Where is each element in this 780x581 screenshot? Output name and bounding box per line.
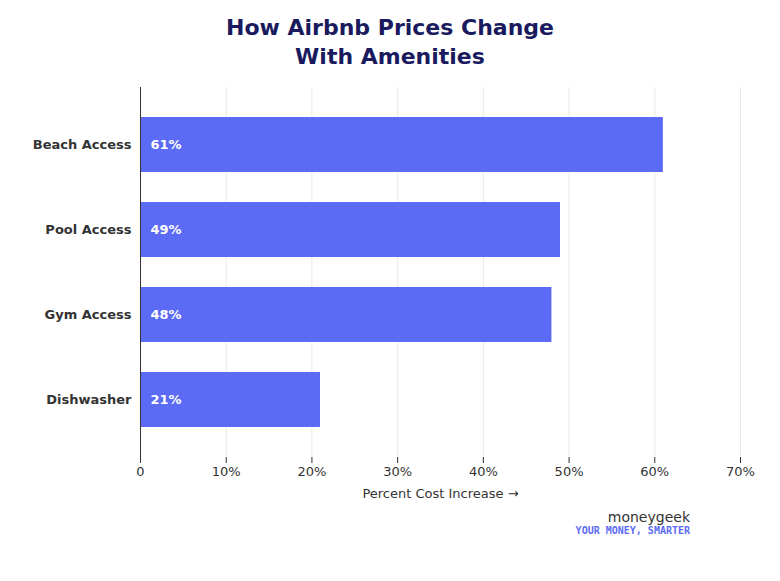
html-text:YOUR MONEY, SMARTER: YOUR MONEY, SMARTER [575,525,690,537]
svg-text:30%: 30% [383,464,412,479]
svg-text:70%: 70% [726,464,755,479]
svg-text:Beach Access: Beach Access [33,137,132,152]
html-text:moneygeek: moneygeek [607,509,690,526]
svg-text:21%: 21% [151,392,182,407]
svg-text:60%: 60% [640,464,669,479]
svg-text:0: 0 [136,464,144,479]
svg-text:40%: 40% [469,464,498,479]
svg-text:Pool Access: Pool Access [45,222,131,237]
svg-text:Percent Cost Increase →: Percent Cost Increase → [362,486,518,501]
svg-text:61%: 61% [151,137,182,152]
html-text:How Airbnb Prices Change With: How Airbnb Prices Change With Amenities [226,15,554,69]
svg-text:50%: 50% [555,464,584,479]
svg-text:49%: 49% [151,222,182,237]
svg-text:48%: 48% [151,307,182,322]
svg-text:Gym Access: Gym Access [45,307,132,322]
svg-text:20%: 20% [297,464,326,479]
svg-text:Dishwasher: Dishwasher [46,392,132,407]
svg-text:10%: 10% [212,464,241,479]
